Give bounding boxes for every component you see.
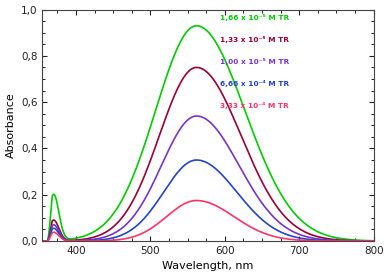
Text: 1,00 x 10⁻⁵ M TR: 1,00 x 10⁻⁵ M TR bbox=[220, 58, 289, 65]
X-axis label: Wavelength, nm: Wavelength, nm bbox=[162, 261, 254, 271]
Text: 6,66 x 10⁻⁴ M TR: 6,66 x 10⁻⁴ M TR bbox=[220, 80, 289, 87]
Text: 1,33 x 10⁻⁵ M TR: 1,33 x 10⁻⁵ M TR bbox=[220, 36, 289, 43]
Text: 1,66 x 10⁻⁵ M TR: 1,66 x 10⁻⁵ M TR bbox=[220, 14, 289, 21]
Y-axis label: Absorbance: Absorbance bbox=[5, 93, 16, 158]
Text: 3,33 x 10⁻⁴ M TR: 3,33 x 10⁻⁴ M TR bbox=[220, 102, 288, 109]
